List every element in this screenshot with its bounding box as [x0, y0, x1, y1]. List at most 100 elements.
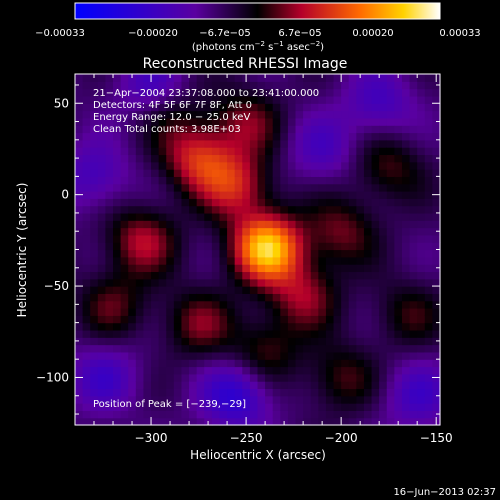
heatmap-cell	[227, 81, 236, 90]
heatmap-cell	[97, 183, 107, 192]
heatmap-cell	[249, 176, 259, 185]
heatmap-cell	[386, 264, 395, 273]
heatmap-cell	[295, 117, 304, 126]
x-tick-label: −300	[135, 431, 168, 445]
heatmap-cell	[120, 373, 129, 382]
heatmap-cell	[166, 234, 175, 243]
heatmap-cell	[303, 366, 312, 375]
heatmap-cell	[432, 161, 441, 170]
heatmap-cell	[417, 395, 426, 404]
heatmap-cell	[204, 212, 213, 221]
heatmap-cell	[303, 205, 312, 214]
heatmap-cell	[325, 388, 335, 397]
heatmap-cell	[97, 103, 107, 112]
heatmap-cell	[325, 322, 335, 331]
heatmap-cell	[227, 286, 236, 294]
heatmap-cell	[371, 198, 380, 207]
heatmap-cell	[401, 139, 411, 148]
heatmap-cell	[97, 88, 107, 97]
heatmap-cell	[386, 271, 395, 280]
heatmap-cell	[113, 234, 122, 243]
heatmap-cell	[295, 410, 304, 419]
heatmap-cell	[97, 278, 107, 287]
heatmap-cell	[310, 81, 319, 90]
heatmap-cell	[424, 293, 433, 302]
heatmap-cell	[386, 256, 395, 265]
heatmap-cell	[90, 103, 99, 112]
heatmap-cell	[204, 132, 213, 141]
heatmap-cell	[196, 315, 205, 324]
heatmap-cell	[341, 344, 350, 353]
heatmap-cell	[105, 308, 114, 316]
heatmap-cell	[371, 315, 380, 324]
heatmap-cell	[234, 139, 243, 148]
heatmap-cell	[348, 308, 357, 316]
heatmap-cell	[272, 308, 281, 316]
heatmap-cell	[219, 147, 228, 156]
heatmap-cell	[295, 212, 304, 221]
heatmap-cell	[143, 227, 152, 236]
heatmap-cell	[265, 395, 274, 404]
heatmap-cell	[158, 139, 167, 148]
heatmap-cell	[318, 249, 327, 258]
heatmap-cell	[189, 220, 198, 229]
heatmap-cell	[280, 183, 289, 192]
heatmap-cell	[371, 227, 380, 236]
heatmap-cell	[90, 88, 99, 97]
heatmap-cell	[75, 344, 84, 353]
heatmap-cell	[287, 329, 297, 338]
heatmap-cell	[143, 205, 152, 214]
heatmap-cell	[379, 132, 388, 141]
heatmap-cell	[242, 183, 251, 192]
heatmap-cell	[371, 359, 380, 368]
heatmap-cell	[227, 256, 236, 265]
heatmap-cell	[417, 81, 426, 90]
heatmap-cell	[287, 417, 297, 426]
heatmap-cell	[227, 410, 236, 419]
heatmap-cell	[341, 264, 350, 273]
heatmap-cell	[173, 403, 183, 411]
heatmap-cell	[204, 256, 213, 265]
heatmap-cell	[303, 117, 312, 126]
heatmap-cell	[295, 308, 304, 316]
heatmap-cell	[82, 359, 91, 368]
heatmap-cell	[348, 88, 357, 97]
heatmap-cell	[113, 308, 122, 316]
heatmap-cell	[287, 249, 297, 258]
heatmap-cell	[90, 264, 99, 273]
heatmap-cell	[105, 388, 114, 397]
heatmap-cell	[401, 74, 411, 82]
heatmap-cell	[120, 271, 129, 280]
heatmap-cell	[356, 81, 365, 90]
heatmap-cell	[249, 154, 259, 163]
heatmap-cell	[348, 242, 357, 251]
heatmap-cell	[120, 381, 129, 390]
heatmap-cell	[265, 373, 274, 382]
heatmap-cell	[432, 147, 441, 156]
heatmap-cell	[189, 183, 198, 192]
heatmap-cell	[287, 110, 297, 119]
heatmap-cell	[394, 125, 403, 134]
heatmap-cell	[227, 278, 236, 287]
heatmap-cell	[219, 264, 228, 273]
x-tick-label: −250	[230, 431, 263, 445]
heatmap-cell	[318, 410, 327, 419]
heatmap-cell	[386, 220, 395, 229]
heatmap-cell	[394, 293, 403, 302]
heatmap-cell	[158, 220, 167, 229]
heatmap-cell	[173, 161, 183, 170]
heatmap-cell	[272, 366, 281, 375]
heatmap-cell	[295, 278, 304, 287]
heatmap-cell	[363, 322, 373, 331]
heatmap-cell	[394, 388, 403, 397]
heatmap-cell	[379, 176, 388, 185]
heatmap-cell	[219, 322, 228, 331]
heatmap-cell	[363, 169, 373, 177]
heatmap-cell	[303, 95, 312, 104]
heatmap-cell	[158, 395, 167, 404]
heatmap-cell	[265, 286, 274, 294]
heatmap-cell	[234, 264, 243, 273]
heatmap-cell	[128, 205, 137, 214]
heatmap-cell	[341, 271, 350, 280]
heatmap-cell	[90, 81, 99, 90]
